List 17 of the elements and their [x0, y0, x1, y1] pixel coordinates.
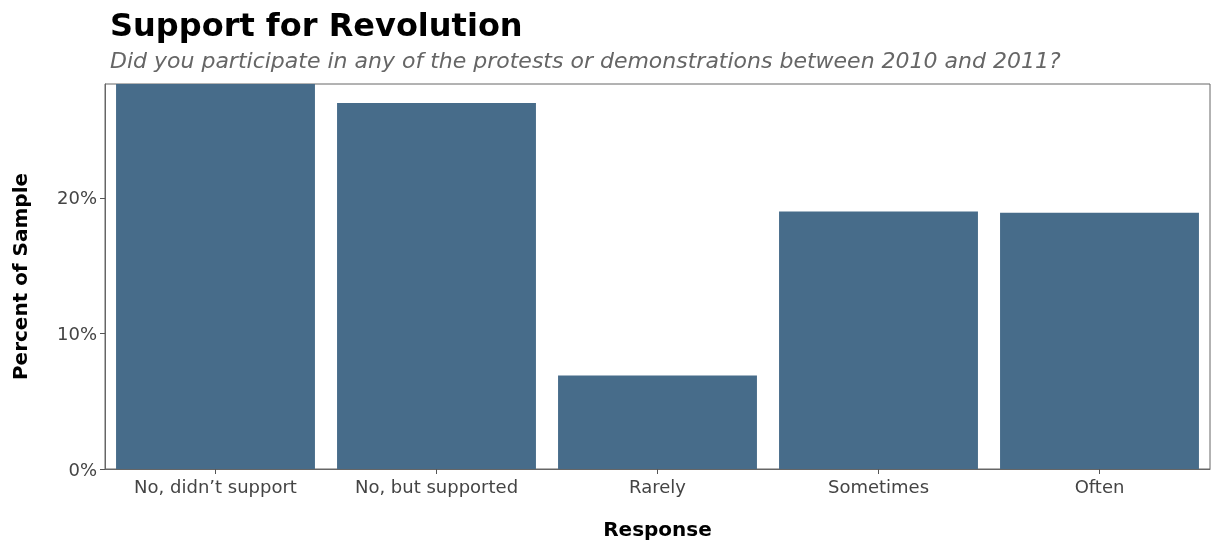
chart-subtitle: Did you participate in any of the protests or demonstrations between 2010 and 2011?: [110, 47, 1061, 73]
bar: [558, 375, 757, 469]
x-tick-label: Often: [1074, 475, 1125, 497]
bar: [116, 84, 315, 469]
x-tick-label: No, didn’t support: [134, 475, 297, 497]
x-tick-label: No, but supported: [354, 475, 519, 497]
y-tick-label: 10%: [56, 322, 97, 344]
x-tick-label: Rarely: [629, 475, 687, 497]
y-tick-label: 0%: [68, 458, 97, 480]
x-axis-title: Response: [603, 517, 712, 541]
x-tick-label: Sometimes: [827, 475, 930, 497]
bar: [1000, 212, 1199, 469]
y-axis-title: Percent of Sample: [8, 172, 32, 381]
bar: [779, 211, 978, 469]
bar: [337, 102, 536, 469]
y-tick-label: 20%: [56, 187, 97, 209]
chart-title: Support for Revolution: [110, 6, 523, 44]
